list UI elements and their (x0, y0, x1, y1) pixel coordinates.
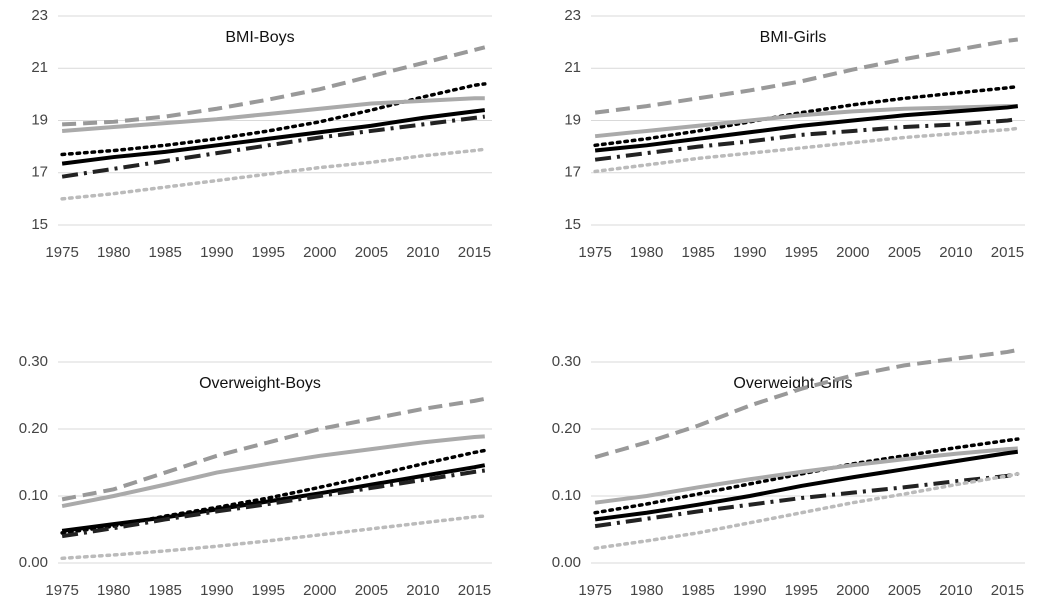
series-line (594, 446, 1018, 505)
y-tick-label: 0.10 (552, 487, 581, 504)
y-tick-label: 23 (31, 7, 48, 24)
y-tick-label: 15 (564, 216, 581, 233)
x-tick-label: 2010 (406, 582, 439, 599)
series-line (62, 45, 486, 127)
x-tick-label: 1975 (45, 582, 78, 599)
y-tick-label: 0.00 (552, 554, 581, 571)
x-tick-label: 2015 (991, 582, 1024, 599)
series-line (593, 437, 1020, 515)
series-line (60, 514, 487, 561)
series-line (594, 117, 1019, 162)
x-tick-label: 2005 (888, 582, 921, 599)
y-tick-label: 19 (31, 111, 48, 128)
y-tick-label: 0.20 (552, 420, 581, 437)
y-tick-label: 0.00 (19, 554, 48, 571)
x-tick-label: 1980 (97, 582, 130, 599)
x-tick-label: 2005 (355, 244, 388, 261)
x-tick-label: 1980 (97, 244, 130, 261)
x-tick-label: 2010 (939, 244, 972, 261)
x-tick-label: 2000 (303, 244, 336, 261)
x-tick-label: 1975 (578, 244, 611, 261)
y-tick-label: 23 (564, 7, 581, 24)
x-tick-label: 2005 (355, 582, 388, 599)
y-tick-label: 17 (564, 164, 581, 181)
x-tick-label: 2010 (939, 582, 972, 599)
series-line (594, 449, 1019, 522)
series-line (594, 104, 1019, 153)
x-tick-label: 1995 (785, 244, 818, 261)
y-tick-label: 0.10 (19, 487, 48, 504)
series-line (61, 463, 486, 533)
series-line (61, 96, 485, 133)
x-tick-label: 1980 (630, 244, 663, 261)
x-tick-label: 1990 (200, 582, 233, 599)
series-line (61, 434, 485, 509)
x-tick-label: 1985 (682, 582, 715, 599)
series-line (60, 82, 487, 157)
y-tick-label: 21 (564, 59, 581, 76)
x-tick-label: 2005 (888, 244, 921, 261)
y-tick-label: 21 (31, 59, 48, 76)
series-line (61, 396, 486, 502)
series-line (593, 84, 1020, 148)
x-tick-label: 1985 (149, 244, 182, 261)
chart-title: BMI-Girls (760, 29, 827, 46)
series-line (594, 471, 1019, 529)
x-tick-label: 1985 (149, 582, 182, 599)
chart-title: Overweight-Girls (733, 375, 852, 392)
x-tick-label: 1975 (45, 244, 78, 261)
y-tick-label: 15 (31, 216, 48, 233)
series-line (593, 472, 1020, 551)
y-tick-label: 0.30 (552, 353, 581, 370)
x-tick-label: 2000 (836, 582, 869, 599)
x-tick-label: 1990 (733, 244, 766, 261)
x-tick-label: 1975 (578, 582, 611, 599)
y-tick-label: 0.20 (19, 420, 48, 437)
series-line (61, 108, 486, 166)
y-tick-label: 0.30 (19, 353, 48, 370)
series-line (594, 104, 1018, 139)
x-tick-label: 2015 (458, 582, 491, 599)
series-line (593, 126, 1020, 174)
x-tick-label: 1985 (682, 244, 715, 261)
x-tick-label: 1995 (252, 244, 285, 261)
y-tick-label: 17 (31, 164, 48, 181)
series-line (594, 37, 1019, 115)
x-tick-label: 2000 (836, 244, 869, 261)
x-tick-label: 2010 (406, 244, 439, 261)
chart-title: Overweight-Boys (199, 375, 321, 392)
x-tick-label: 1980 (630, 582, 663, 599)
x-tick-label: 1995 (785, 582, 818, 599)
x-tick-label: 2015 (458, 244, 491, 261)
series-line (60, 147, 487, 201)
x-tick-label: 1990 (200, 244, 233, 261)
series-line (594, 347, 1019, 460)
y-tick-label: 19 (564, 111, 581, 128)
chart-title: BMI-Boys (225, 29, 294, 46)
x-tick-label: 2000 (303, 582, 336, 599)
x-tick-label: 1995 (252, 582, 285, 599)
series-line (61, 468, 486, 539)
x-tick-label: 1990 (733, 582, 766, 599)
x-tick-label: 2015 (991, 244, 1024, 261)
